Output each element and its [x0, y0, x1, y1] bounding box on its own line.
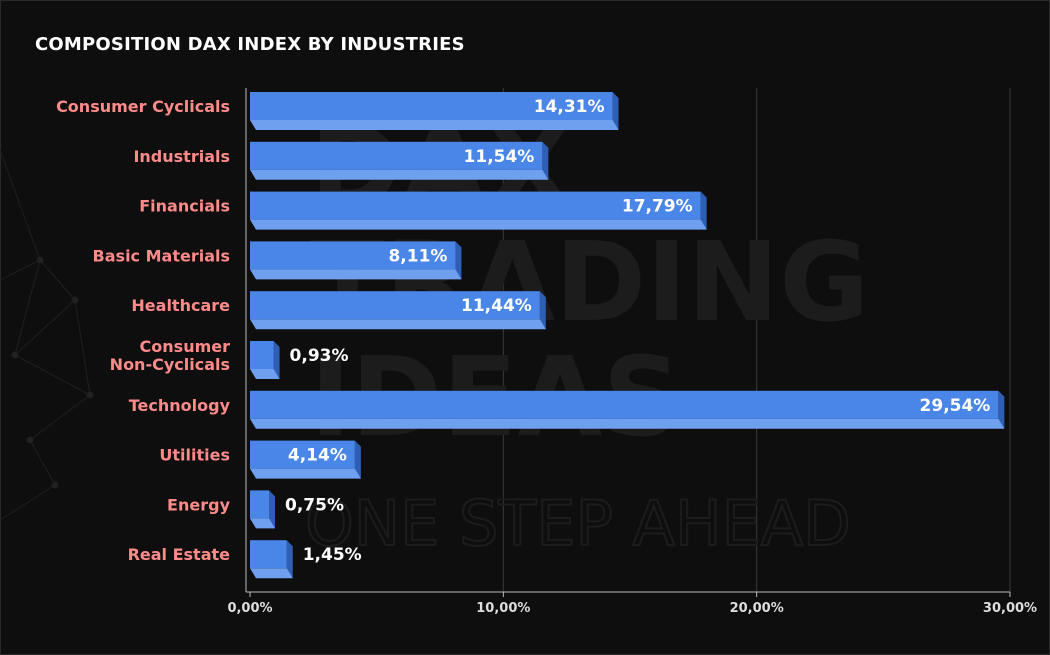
bar-side	[539, 291, 546, 330]
bar-2	[250, 191, 707, 230]
bar-front	[250, 440, 355, 469]
bar-front	[250, 92, 613, 120]
x-tick-label: 30,00%	[983, 601, 1037, 616]
bar-front	[250, 291, 540, 320]
bar-bottom	[250, 319, 546, 330]
bar-6	[250, 390, 1005, 429]
bar-side	[455, 241, 462, 280]
category-label: Utilities	[159, 446, 230, 465]
bar-side	[286, 540, 293, 579]
bar-front	[250, 191, 701, 220]
category-label: Consumer Non-Cyclicals	[110, 337, 230, 374]
bar-front	[250, 241, 456, 270]
bar-7	[250, 440, 361, 479]
category-label: Healthcare	[131, 296, 230, 315]
x-tick-label: 20,00%	[730, 601, 784, 616]
bar-side	[354, 440, 361, 479]
value-label: 1,45%	[303, 545, 362, 565]
x-axis: 0,00% 10,00% 20,00% 30,00%	[227, 88, 1037, 616]
bar-front	[250, 141, 543, 170]
bar-5	[250, 341, 280, 379]
bar-4	[250, 291, 546, 330]
bar-0	[250, 92, 619, 130]
chart-title: COMPOSITION DAX INDEX BY INDUSTRIES	[35, 34, 465, 55]
watermark-tagline: ONE STEP AHEAD	[305, 487, 851, 560]
bar-bottom	[250, 468, 361, 479]
bar-front	[250, 341, 274, 369]
category-label: Industrials	[133, 147, 230, 166]
bar-bottom	[250, 518, 275, 529]
category-label: Real Estate	[128, 545, 231, 564]
value-label: 0,93%	[290, 346, 349, 366]
value-label: 4,14%	[288, 446, 347, 466]
category-label: Basic Materials	[93, 246, 230, 265]
bar-side	[542, 141, 549, 180]
category-label: Technology	[129, 396, 231, 415]
value-label: 8,11%	[388, 246, 447, 266]
bar-front	[250, 390, 999, 419]
bar-bottom	[250, 120, 619, 130]
value-label: 0,75%	[285, 495, 344, 515]
bar-1	[250, 141, 549, 180]
bar-bottom	[250, 418, 1005, 429]
category-labels: Consumer Cyclicals Industrials Financials B…	[56, 97, 231, 564]
bar-side	[273, 341, 280, 379]
bar-bottom	[250, 369, 280, 379]
bar-side	[269, 490, 275, 529]
category-label: Energy	[167, 495, 231, 514]
bar-bottom	[250, 169, 549, 180]
bar-9	[250, 540, 293, 579]
bar-bottom	[250, 568, 293, 579]
value-label: 11,44%	[461, 296, 532, 316]
value-label: 17,79%	[622, 197, 693, 217]
x-tick-label: 0,00%	[227, 601, 272, 616]
bar-3	[250, 241, 462, 280]
category-label: Consumer Cyclicals	[56, 97, 230, 116]
value-label: 11,54%	[464, 147, 535, 167]
category-label: Financials	[139, 197, 230, 216]
bar-8	[250, 490, 275, 529]
value-label: 29,54%	[920, 396, 991, 416]
bar-front	[250, 540, 287, 569]
bars: 14,31% 11,54% 17,79% 8,11% 11,44% 0,93% 29,54%…	[250, 92, 1005, 579]
bar-bottom	[250, 269, 462, 280]
bar-side	[612, 92, 619, 130]
network-decoration	[0, 149, 94, 521]
value-label: 14,31%	[534, 97, 605, 117]
bar-bottom	[250, 219, 707, 230]
bar-side	[700, 191, 707, 230]
bar-side	[998, 390, 1005, 429]
bar-front	[250, 490, 269, 519]
x-tick-label: 10,00%	[476, 601, 530, 616]
